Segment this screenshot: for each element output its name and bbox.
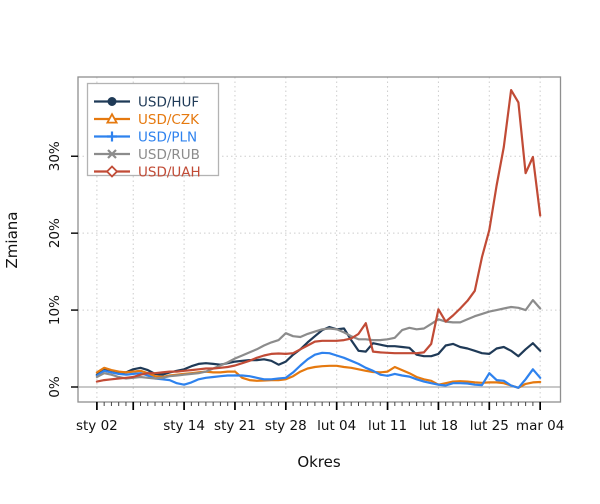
x-tick-label: sty 02 — [76, 418, 118, 434]
circle-marker-icon — [107, 97, 117, 106]
x-axis-title: Okres — [297, 453, 341, 471]
x-tick-label: sty 14 — [163, 418, 205, 434]
axes: sty 02 sty 14 sty 21 sty 28 lut 04 lut 11 lut … — [47, 141, 564, 434]
legend-label: USD/RUB — [138, 147, 200, 163]
legend-item-usd-rub: USD/RUB — [94, 147, 200, 163]
legend-item-usd-huf: USD/HUF — [94, 94, 199, 110]
legend-label: USD/PLN — [138, 129, 197, 145]
legend-label: USD/UAH — [138, 164, 201, 180]
x-tick-label: lut 18 — [419, 418, 458, 434]
y-tick-label: 10% — [47, 295, 63, 325]
x-tick-label: lut 25 — [470, 418, 509, 434]
plot-border — [77, 76, 562, 403]
legend-item-usd-czk: USD/CZK — [94, 112, 200, 128]
data-series — [95, 88, 542, 389]
legend-label: USD/HUF — [138, 94, 199, 110]
x-tick-label: lut 04 — [317, 418, 356, 434]
y-tick-label: 30% — [47, 141, 63, 171]
x-tick-label: mar 04 — [516, 418, 564, 434]
x-tick-label: sty 28 — [265, 418, 307, 434]
legend-item-usd-pln: USD/PLN — [94, 129, 197, 145]
series-line-usd-rub — [95, 299, 542, 380]
x-tick-label: lut 11 — [368, 418, 407, 434]
triangle-marker-icon — [105, 112, 119, 124]
plus-marker-icon — [107, 131, 117, 142]
plot-frame — [77, 76, 562, 403]
diamond-marker-icon — [105, 165, 119, 178]
legend-label: USD/CZK — [138, 112, 200, 128]
y-axis-title: Zmiana — [3, 212, 21, 269]
y-tick-label: 0% — [47, 376, 63, 398]
legend-item-usd-uah: USD/UAH — [94, 164, 201, 180]
x-marker-icon — [107, 149, 117, 159]
x-tick-label: sty 21 — [214, 418, 256, 434]
series-line-usd-pln — [95, 351, 542, 389]
y-tick-label: 20% — [47, 218, 63, 248]
series-line-usd-uah — [95, 88, 542, 383]
